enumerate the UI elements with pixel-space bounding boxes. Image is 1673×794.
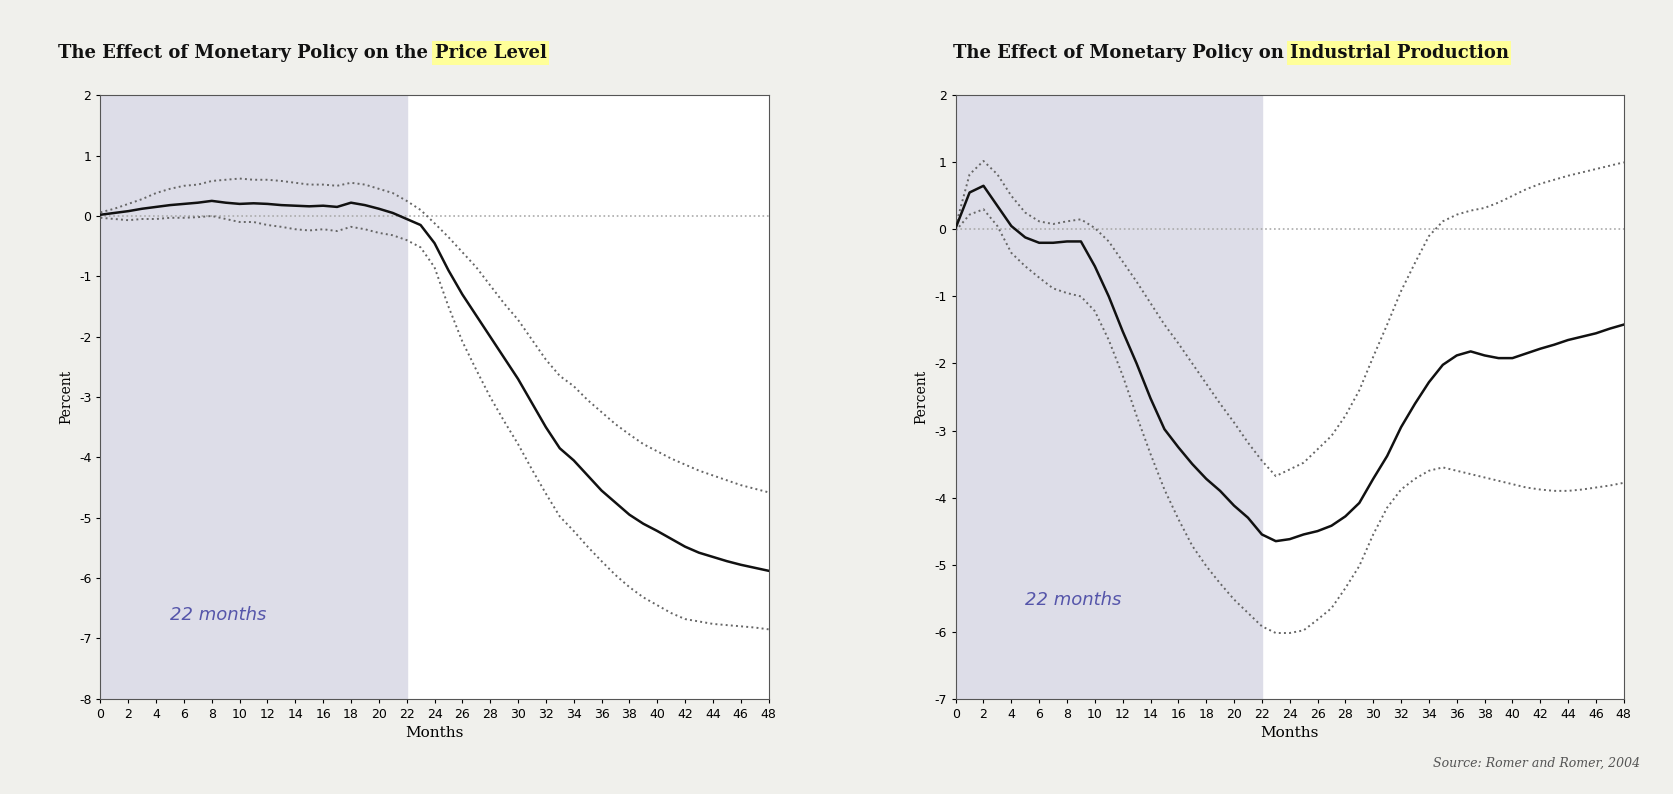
- Text: Industrial Production: Industrial Production: [1288, 44, 1507, 62]
- Y-axis label: Percent: Percent: [913, 370, 929, 424]
- Text: The Effect of Monetary Policy on the: The Effect of Monetary Policy on the: [59, 44, 435, 62]
- X-axis label: Months: Months: [1260, 727, 1318, 740]
- Bar: [100, 95, 407, 699]
- Y-axis label: Percent: Percent: [59, 370, 74, 424]
- Text: 22 months: 22 months: [171, 607, 266, 624]
- Text: The Effect of Monetary Policy on: The Effect of Monetary Policy on: [952, 44, 1288, 62]
- X-axis label: Months: Months: [405, 727, 463, 740]
- Text: 22 months: 22 months: [1024, 591, 1121, 609]
- Text: Source: Romer and Romer, 2004: Source: Romer and Romer, 2004: [1432, 757, 1640, 770]
- Bar: [955, 95, 1261, 699]
- Text: Price Level: Price Level: [435, 44, 545, 62]
